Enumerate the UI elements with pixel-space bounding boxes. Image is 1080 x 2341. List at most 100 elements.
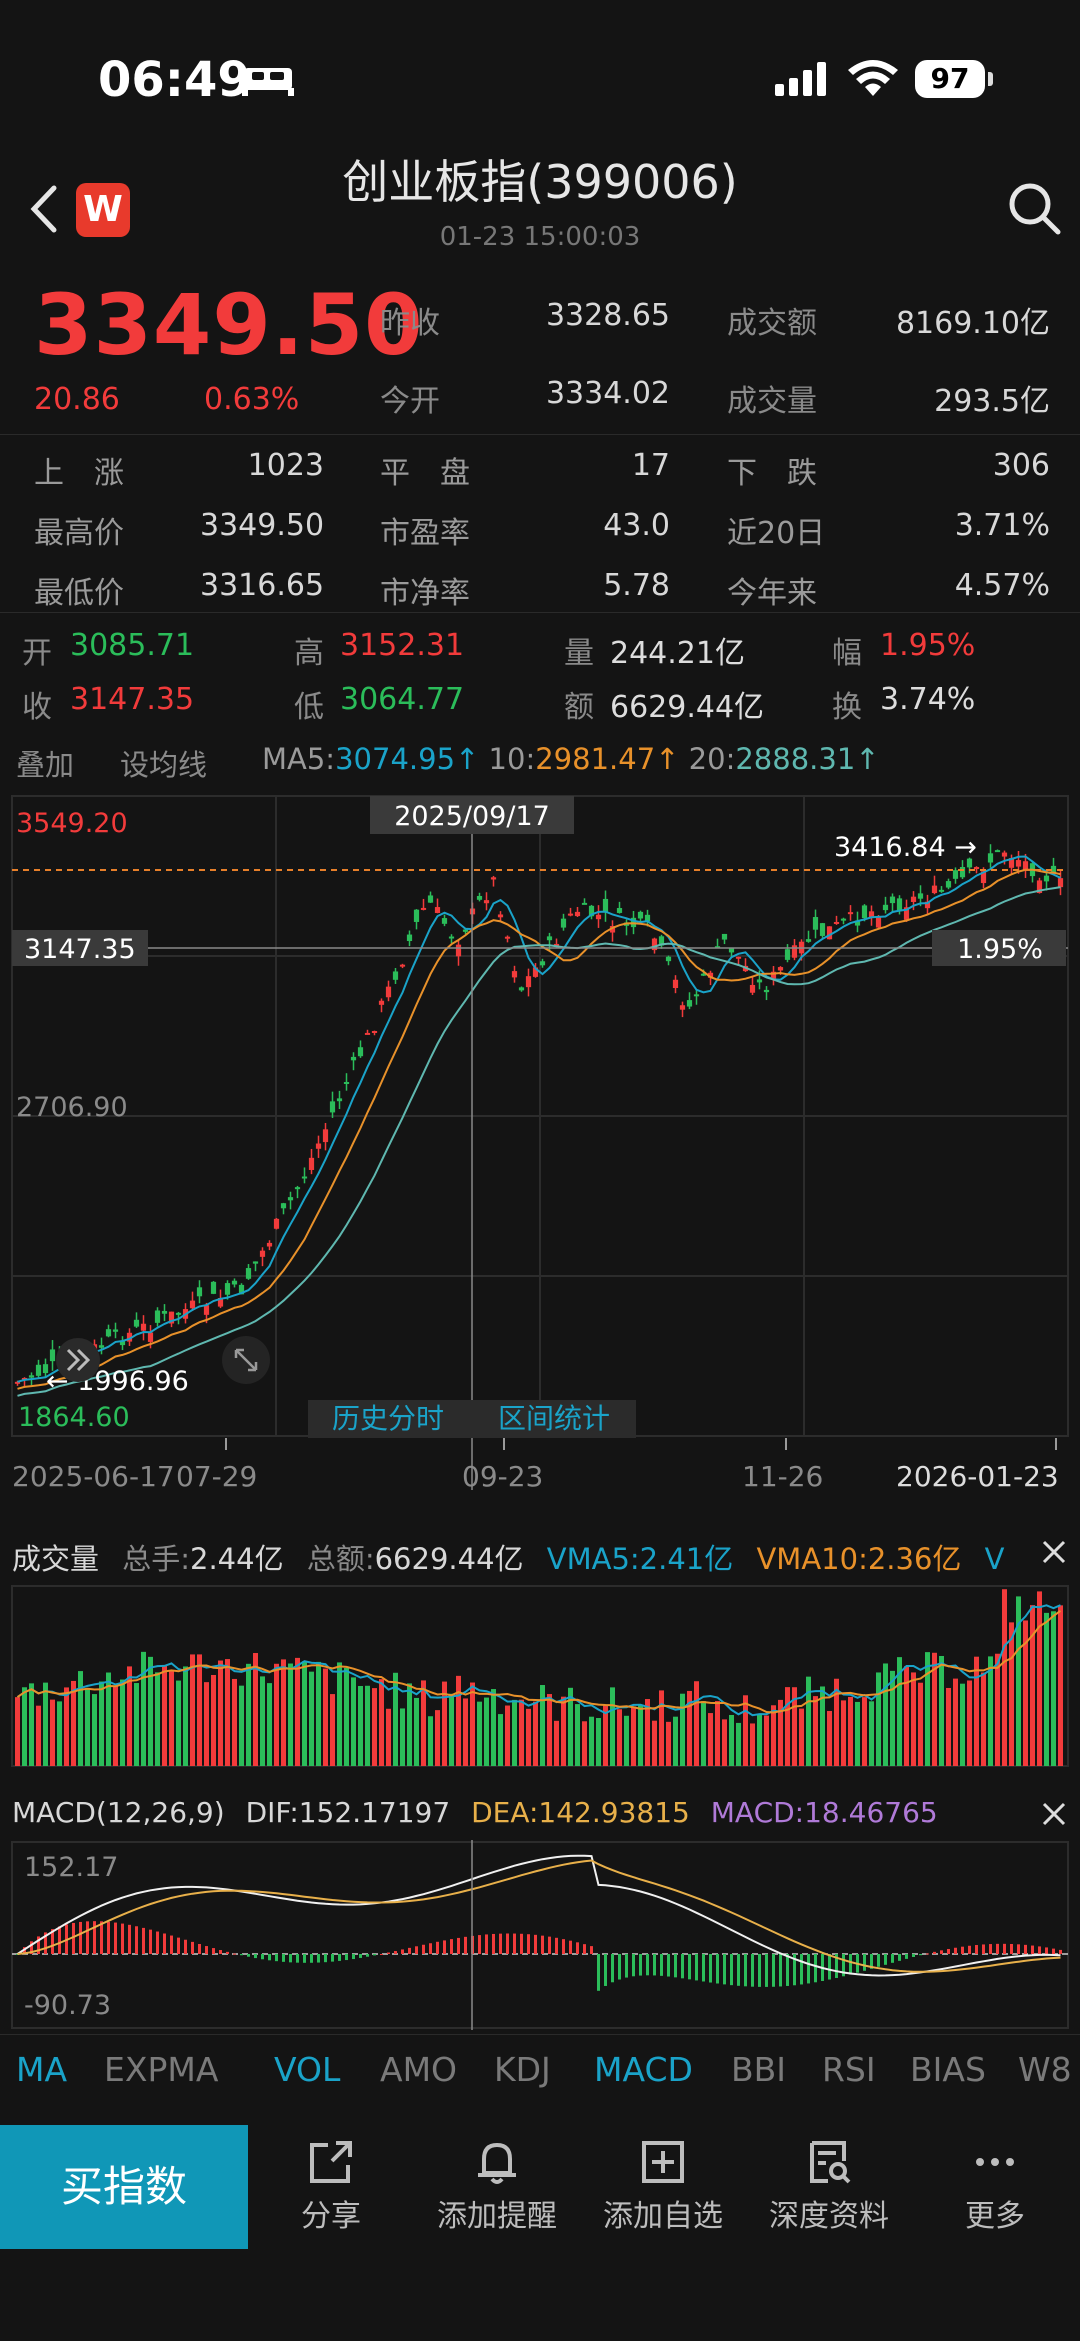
total-hands: 2.44亿 [190, 1542, 284, 1576]
volume-bar [246, 1663, 251, 1766]
volume-chart[interactable] [0, 1584, 1080, 1770]
macd-bar [1031, 1945, 1034, 1954]
ma5-line [17, 855, 1061, 1383]
volume-bar [351, 1677, 356, 1766]
candle-body [147, 1332, 154, 1342]
macd-bar [520, 1933, 523, 1954]
candle-body [511, 971, 518, 978]
candle-body [819, 923, 826, 936]
macd-bar [576, 1942, 579, 1954]
macd-bar [751, 1954, 754, 1987]
more-button[interactable]: 更多 [912, 2125, 1078, 2249]
volume-bar [827, 1710, 832, 1766]
breadth-label: 今年来 [727, 576, 817, 611]
macd-bar [254, 1954, 257, 1959]
macd-bar [79, 1921, 82, 1954]
in-depth-button[interactable]: 深度资料 [746, 2125, 912, 2249]
candle-body [847, 912, 854, 915]
tab-macd[interactable]: MACD [594, 2050, 693, 2089]
candle-body [714, 946, 721, 949]
volume-bar [820, 1686, 825, 1766]
tab-kdj[interactable]: KDJ [494, 2050, 551, 2089]
candle-body [308, 1157, 315, 1170]
volume-bar [946, 1687, 951, 1766]
date-label: 07-29 [176, 1460, 257, 1490]
volume-bar [491, 1689, 496, 1766]
volume-bar [624, 1715, 629, 1766]
tab-w8[interactable]: W8 [1018, 2050, 1072, 2089]
vma10: VMA10:2.36亿 [756, 1542, 962, 1576]
share-button[interactable]: 分享 [248, 2125, 414, 2249]
tab-ma[interactable]: MA [16, 2050, 68, 2089]
volume-bar [498, 1714, 503, 1766]
kline-chart[interactable]: 3549.20 2706.90 1864.60 2025/09/17 3147.… [0, 790, 1080, 1490]
candle-body [98, 1345, 105, 1348]
candle-body [350, 1056, 357, 1061]
macd-bar [646, 1954, 649, 1976]
volume-bar [666, 1721, 671, 1766]
macd-bar [709, 1954, 712, 1983]
macd-chart[interactable]: 152.17 -90.73 [0, 1840, 1080, 2030]
tab-bias[interactable]: BIAS [910, 2050, 986, 2089]
candle-body [1001, 852, 1008, 857]
macd-bar [380, 1953, 383, 1955]
volume-bar [715, 1701, 720, 1766]
buy-index-button[interactable]: 买指数 [0, 2125, 248, 2249]
status-time: 06:49 [98, 52, 251, 108]
wifi-icon [848, 60, 898, 96]
macd-bar [443, 1940, 446, 1954]
tab-rsi[interactable]: RSI [822, 2050, 876, 2089]
more-icon [976, 2158, 1014, 2166]
macd-bar [373, 1954, 376, 1956]
macd-bar [765, 1954, 768, 1987]
macd-bar [996, 1943, 999, 1954]
set-ma-button[interactable]: 设均线 [120, 748, 208, 782]
quote-timestamp: 01-23 15:00:03 [439, 222, 641, 252]
add-alert-button[interactable]: 添加提醒 [414, 2125, 580, 2249]
tab-vol[interactable]: VOL [274, 2050, 341, 2089]
macd-bar [933, 1951, 936, 1954]
back-icon[interactable] [26, 184, 60, 234]
candle-body [280, 1203, 287, 1209]
macd-bar [968, 1945, 971, 1954]
macd-bar [583, 1944, 586, 1954]
search-icon[interactable] [1006, 180, 1062, 236]
macd-bar [310, 1954, 313, 1963]
dif-line [16, 1854, 1061, 1977]
range-stats-button[interactable]: 区间统计 [498, 1402, 610, 1435]
volume-bar [505, 1705, 510, 1766]
macd-bar [772, 1954, 775, 1987]
candle-body [889, 896, 896, 904]
ma10-line [17, 868, 1061, 1390]
collapse-icon[interactable] [56, 1338, 100, 1382]
volume-bar [1002, 1589, 1007, 1766]
volume-bar [939, 1655, 944, 1766]
close-volume-icon[interactable] [1030, 1528, 1080, 1576]
candle-body [658, 936, 665, 946]
close-macd-icon[interactable] [1030, 1790, 1080, 1838]
expand-icon[interactable] [222, 1336, 270, 1384]
candle-body [105, 1329, 112, 1337]
macd-top: 152.17 [24, 1852, 118, 1883]
macd-bar [408, 1947, 411, 1954]
candle-body [665, 956, 672, 962]
tab-bbi[interactable]: BBI [731, 2050, 787, 2089]
volume-bar [71, 1680, 76, 1766]
macd-bar [562, 1939, 565, 1954]
low-label: 低 [294, 690, 324, 725]
candle-body [756, 979, 763, 983]
candle-body [126, 1332, 133, 1342]
candle-body [287, 1197, 294, 1201]
volume-bar [631, 1706, 636, 1766]
ma20-label: 20: [688, 742, 736, 776]
volume-bar [785, 1687, 790, 1766]
tab-expma[interactable]: EXPMA [104, 2050, 219, 2089]
candle-body [812, 917, 819, 930]
macd-bar [737, 1954, 740, 1986]
add-watchlist-button[interactable]: 添加自选 [580, 2125, 746, 2249]
tab-amo[interactable]: AMO [380, 2050, 458, 2089]
macd-bottom: -90.73 [24, 1990, 111, 2021]
overlay-button[interactable]: 叠加 [16, 748, 75, 782]
volume-bar [1009, 1622, 1014, 1766]
history-intraday-button[interactable]: 历史分时 [332, 1402, 444, 1435]
